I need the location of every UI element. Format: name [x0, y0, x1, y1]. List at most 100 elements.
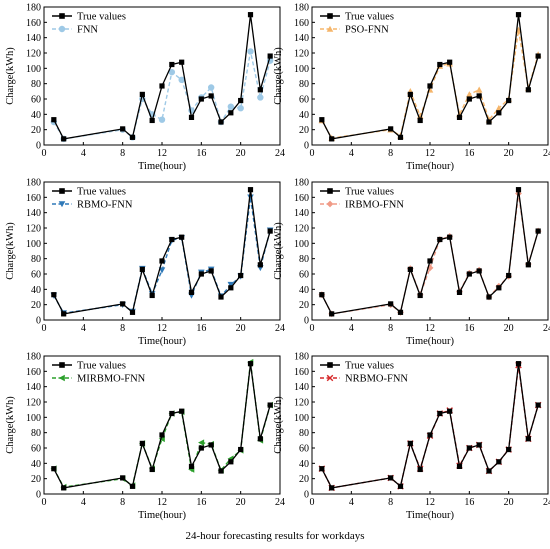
x-tick-label: 0: [42, 497, 47, 508]
data-point: [179, 234, 185, 240]
data-point: [207, 84, 215, 91]
legend-marker: [327, 188, 333, 194]
data-point: [247, 361, 254, 367]
data-point: [329, 136, 335, 142]
x-tick-label: 4: [349, 497, 354, 508]
data-point: [486, 468, 492, 474]
data-point: [257, 87, 263, 93]
data-point: [417, 292, 423, 299]
y-tick-label: 60: [31, 444, 41, 455]
data-point: [198, 445, 204, 451]
x-tick-label: 12: [425, 148, 435, 159]
chart-panel-2: 0 4 8 12 16 20 24 0 20 40 60 80 100 120 140 160 180 Time(…: [273, 3, 550, 173]
data-point: [139, 440, 145, 446]
y-tick-label: 80: [299, 254, 309, 265]
y-tick-label: 100: [26, 239, 41, 250]
data-point: [247, 48, 254, 55]
x-tick-label: 8: [388, 323, 393, 334]
series-line-prediction: [53, 197, 271, 314]
data-point: [218, 119, 224, 125]
data-point: [208, 268, 214, 274]
legend-label: True values: [77, 361, 126, 372]
y-tick-label: 160: [26, 367, 41, 378]
data-point: [525, 87, 531, 93]
x-tick-label: 12: [425, 323, 435, 334]
data-point: [267, 228, 273, 234]
data-point: [238, 446, 244, 453]
legend-label: True values: [77, 187, 126, 198]
data-point: [397, 134, 404, 140]
y-tick-label: 180: [294, 352, 309, 363]
data-point: [238, 97, 244, 104]
data-point: [495, 104, 503, 111]
data-point: [437, 236, 443, 243]
y-tick-label: 0: [304, 316, 309, 327]
x-tick-label: 24: [543, 323, 550, 334]
legend-marker: [58, 25, 66, 33]
y-tick-label: 100: [294, 413, 309, 424]
data-point: [456, 463, 463, 469]
data-point: [61, 485, 67, 491]
legend-label: RBMO-FNN: [77, 200, 133, 211]
data-point: [179, 408, 185, 414]
x-tick-label: 12: [157, 148, 167, 159]
y-axis-label: Charge(kWh): [5, 47, 16, 105]
data-point: [397, 483, 404, 489]
y-tick-label: 60: [299, 95, 309, 106]
y-tick-label: 140: [294, 33, 309, 44]
data-point: [168, 68, 176, 76]
legend-label: PSO-FNN: [345, 25, 389, 36]
data-point: [247, 187, 254, 193]
data-point: [329, 485, 335, 491]
data-point: [257, 436, 263, 442]
x-tick-label: 12: [157, 497, 167, 508]
y-tick-label: 120: [294, 398, 309, 409]
data-point: [51, 292, 57, 298]
y-tick-label: 0: [36, 316, 41, 327]
x-tick-label: 0: [42, 323, 47, 334]
x-tick-label: 4: [349, 148, 354, 159]
x-tick-label: 24: [275, 497, 285, 508]
data-point: [139, 266, 145, 272]
data-point: [188, 114, 195, 120]
chart-panel-3: 0 4 8 12 16 20 24 0 20 40 60 80 100 120 140 160 180 Time(…: [5, 178, 285, 348]
data-point: [120, 301, 126, 307]
data-point: [486, 294, 492, 300]
legend-marker: [326, 200, 334, 208]
data-point: [198, 271, 204, 277]
data-point: [506, 272, 512, 279]
legend-marker: [58, 374, 65, 382]
x-tick-label: 8: [388, 497, 393, 508]
data-point: [227, 281, 235, 289]
x-tick-label: 12: [425, 497, 435, 508]
data-point: [198, 96, 204, 102]
y-tick-label: 40: [299, 285, 309, 296]
data-point: [417, 117, 423, 124]
y-tick-label: 140: [26, 208, 41, 219]
y-tick-label: 160: [26, 18, 41, 29]
y-tick-label: 100: [294, 64, 309, 75]
y-tick-label: 140: [294, 382, 309, 393]
data-point: [319, 292, 325, 298]
y-tick-label: 160: [294, 18, 309, 29]
data-point: [247, 194, 254, 201]
legend-label: IRBMO-FNN: [345, 200, 404, 211]
legend-label: True values: [345, 12, 394, 23]
y-tick-label: 60: [299, 444, 309, 455]
data-point: [427, 83, 433, 89]
data-point: [407, 440, 413, 446]
x-tick-label: 20: [504, 497, 514, 508]
data-point: [496, 459, 502, 465]
data-point: [169, 410, 175, 417]
x-tick-label: 24: [275, 148, 285, 159]
y-tick-label: 160: [26, 193, 41, 204]
data-point: [51, 117, 57, 123]
data-point: [515, 187, 522, 193]
y-tick-label: 20: [31, 300, 41, 311]
y-tick-label: 20: [31, 125, 41, 136]
data-point: [427, 432, 433, 438]
data-point: [267, 402, 273, 408]
x-tick-label: 4: [349, 323, 354, 334]
data-point: [496, 285, 502, 291]
data-point: [466, 96, 472, 102]
